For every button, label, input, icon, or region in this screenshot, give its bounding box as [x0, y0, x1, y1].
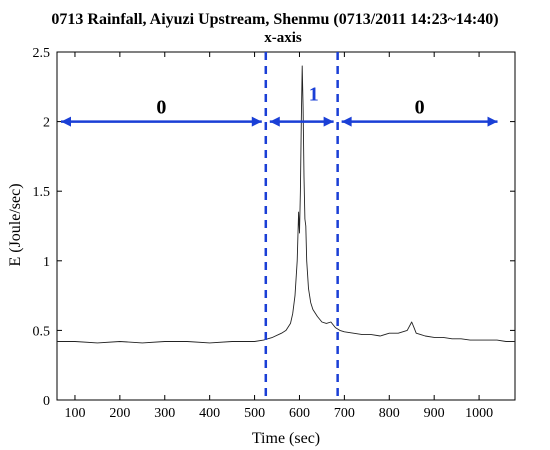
- segment-arrow-head-right: [487, 116, 498, 127]
- plot-frame: [56, 51, 516, 401]
- y-tick-label: 1: [43, 255, 50, 270]
- chart-title: 0713 Rainfall, Aiyuzi Upstream, Shenmu (…: [51, 11, 498, 28]
- x-tick-label: 300: [154, 406, 175, 421]
- chart-subtitle: x-axis: [264, 30, 302, 46]
- segment-label: 0: [415, 97, 425, 119]
- x-axis-label: Time (sec): [252, 430, 320, 447]
- x-tick-label: 200: [109, 406, 130, 421]
- x-tick-label: 600: [289, 406, 310, 421]
- y-axis-label: E (Joule/sec): [7, 183, 24, 266]
- x-tick-label: 1000: [465, 406, 493, 421]
- x-tick-label: 900: [424, 406, 445, 421]
- segment-arrow-head-right: [251, 116, 262, 127]
- x-tick-label: 700: [334, 406, 355, 421]
- x-tick-label: 400: [199, 406, 220, 421]
- y-tick-label: 2: [43, 116, 50, 131]
- y-tick-label: 1.5: [33, 185, 51, 200]
- x-tick-label: 100: [64, 406, 85, 421]
- segment-arrow-head-left: [269, 116, 280, 127]
- y-tick-label: 0.5: [33, 324, 51, 339]
- x-tick-label: 800: [379, 406, 400, 421]
- segment-arrow-head-left: [61, 116, 71, 127]
- y-tick-label: 0: [43, 394, 50, 409]
- segment-arrow-head-right: [323, 116, 334, 127]
- plot-area: 100 200 300 400 500 600 700 800 900 100000.511.52…: [33, 46, 516, 421]
- segment-label: 1: [309, 84, 319, 106]
- y-tick-label: 2.5: [33, 46, 51, 61]
- segment-arrow-head-left: [341, 116, 352, 127]
- series-line: [57, 65, 515, 344]
- segment-label: 0: [156, 97, 166, 119]
- x-tick-label: 500: [244, 406, 265, 421]
